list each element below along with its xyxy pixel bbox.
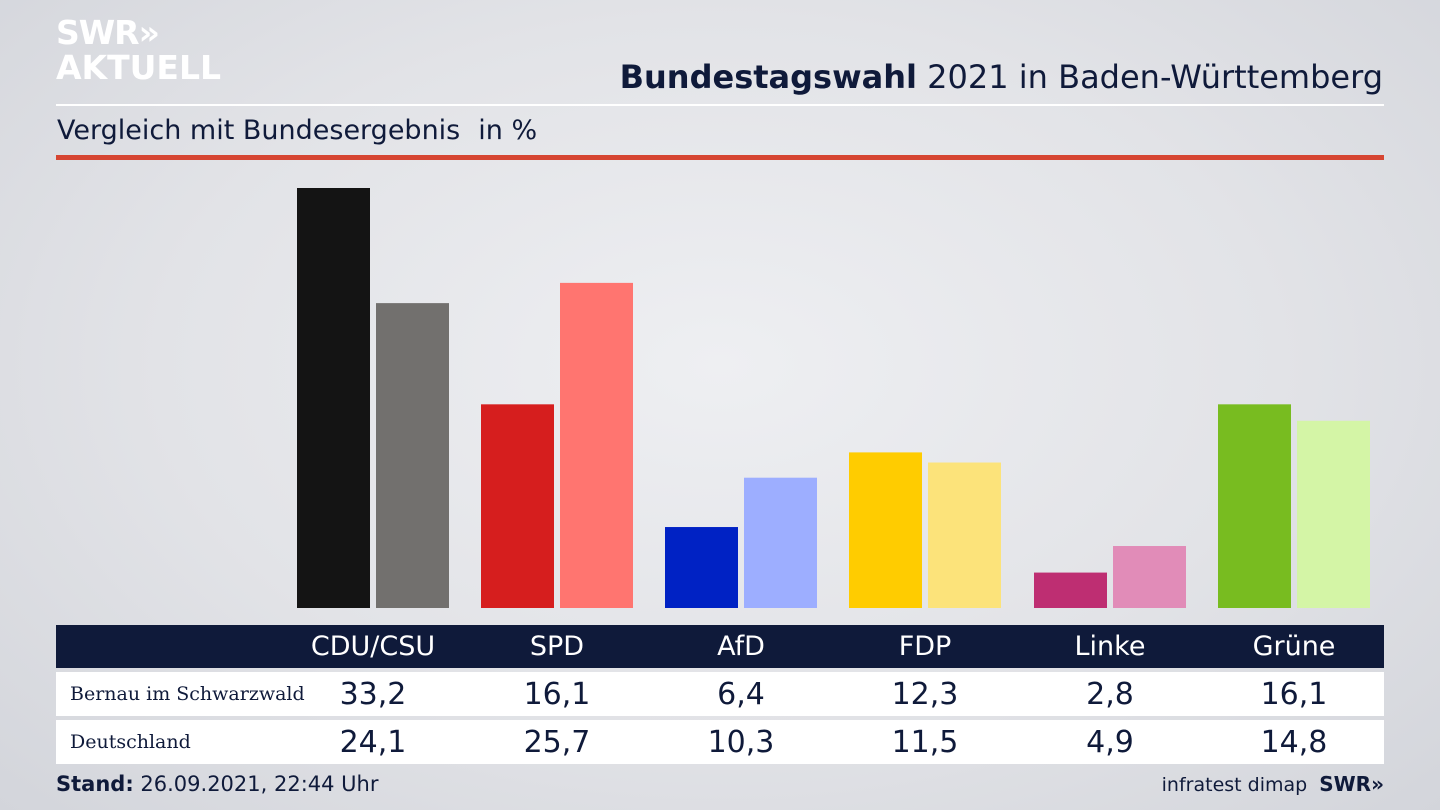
row-label-bernau: Bernau im Schwarzwald [70,683,305,705]
footer-swr-logo: SWR» [1319,772,1384,796]
column-header-linke: Linke [1074,631,1146,662]
stand-label: Stand: [56,772,134,796]
swr-aktuell-logo: SWR» AKTUELL [56,16,221,84]
title-divider [56,104,1384,106]
bar-afd-bernau [665,527,738,608]
bar-afd-deutschland [744,477,817,608]
subtitle-divider [56,155,1384,160]
value-cell-fdp: 12,3 [891,676,959,712]
logo-line-1: SWR» [56,13,160,52]
value-cell-gr-ne: 14,8 [1260,724,1328,760]
column-header-afd: AfD [717,631,765,662]
value-cell-linke: 2,8 [1086,676,1134,712]
table-row: Deutschland 24,1 25,7 10,3 11,5 4,9 14,8 [56,720,1384,764]
table-header: CDU/CSU SPD AfD FDP Linke Grüne [56,625,1384,668]
bar-linke-bernau [1034,572,1107,608]
title-bold: Bundestagswahl [619,58,917,96]
page-title: Bundestagswahl 2021 in Baden-Württemberg [620,58,1383,96]
stand-value: 26.09.2021, 22:44 Uhr [133,772,379,796]
logo-line-2: AKTUELL [56,48,222,87]
bar-spd-deutschland [560,282,633,608]
bar-linke-deutschland [1113,546,1186,608]
bar-gr-ne-deutschland [1297,420,1370,608]
source-text: infratest dimap [1161,774,1308,796]
table-row: Bernau im Schwarzwald 33,2 16,1 6,4 12,3 2,8… [56,672,1384,716]
results-table: CDU/CSU SPD AfD FDP Linke Grüne Bernau im Sch… [56,625,1384,764]
value-cell-gr-ne: 16,1 [1260,676,1328,712]
bar-fdp-deutschland [928,462,1001,608]
column-header-cdu-csu: CDU/CSU [310,631,436,662]
column-header-gr-ne: Grüne [1252,631,1336,662]
value-cell-cdu-csu: 24,1 [339,724,407,760]
subtitle-unit: in % [478,115,538,146]
bar-chart [297,188,1370,608]
value-cell-afd: 10,3 [707,724,775,760]
column-header-spd: SPD [529,631,585,662]
bar-cdu-csu-deutschland [376,303,449,608]
chart-subtitle: Vergleich mit Bundesergebnis in % [57,115,537,146]
bar-gr-ne-bernau [1218,404,1291,608]
subtitle-text: Vergleich mit Bundesergebnis [57,115,461,146]
value-cell-spd: 16,1 [523,676,591,712]
column-header-fdp: FDP [898,631,952,662]
timestamp: Stand: 26.09.2021, 22:44 Uhr [56,772,379,796]
bar-spd-bernau [481,404,554,608]
value-cell-cdu-csu: 33,2 [339,676,407,712]
bar-fdp-bernau [849,452,922,608]
value-cell-linke: 4,9 [1086,724,1134,760]
bar-cdu-csu-bernau [297,188,370,608]
value-cell-afd: 6,4 [717,676,765,712]
row-label-deutschland: Deutschland [70,731,191,753]
value-cell-spd: 25,7 [523,724,591,760]
source-credit: infratest dimap SWR» [1162,772,1384,796]
title-rest: 2021 in Baden-Württemberg [916,58,1383,96]
value-cell-fdp: 11,5 [891,724,959,760]
